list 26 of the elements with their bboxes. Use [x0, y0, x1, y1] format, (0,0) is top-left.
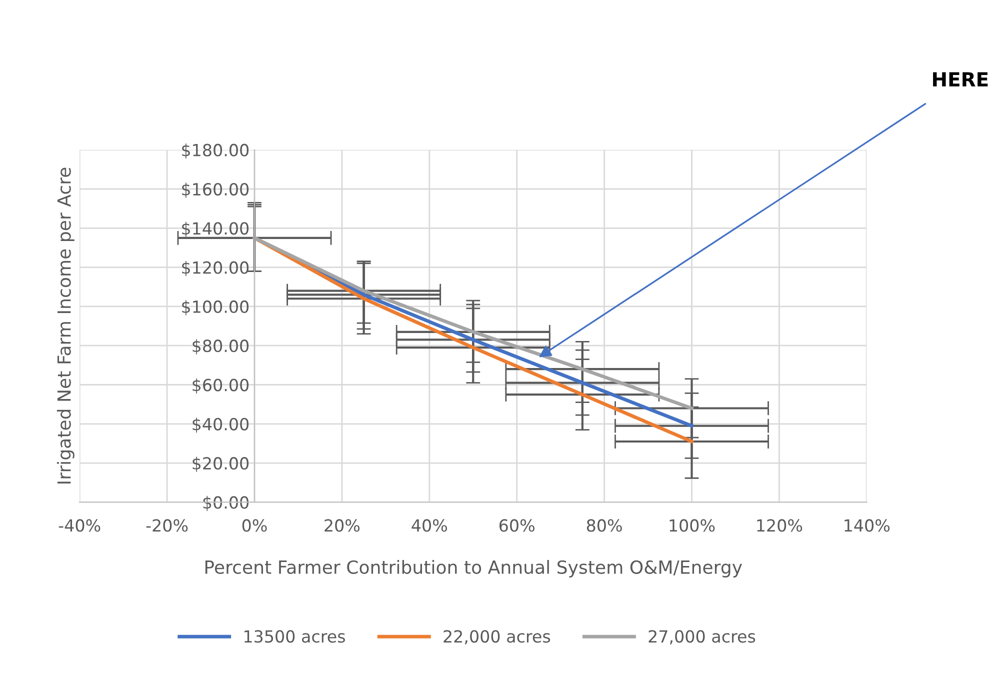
y-axis-title: Irrigated Net Farm Income per Acre: [56, 168, 74, 484]
x-tick-label: 20%: [324, 519, 360, 532]
x-tick-label: -20%: [146, 519, 188, 532]
x-tick-label: 80%: [586, 519, 622, 532]
legend-label: 27,000 acres: [648, 630, 756, 644]
x-tick-label: 0%: [242, 519, 267, 532]
x-tick-label: 100%: [670, 519, 715, 532]
y-tick-label: $40.00: [192, 418, 249, 433]
y-tick-label: $100.00: [182, 300, 249, 316]
annotation: HERE: [933, 72, 988, 86]
y-tick-label: $80.00: [192, 339, 249, 354]
x-tick-label: 140%: [844, 519, 890, 532]
x-tick-label: 40%: [412, 519, 447, 532]
legend-label: 13500 acres: [244, 630, 345, 643]
x-tick-label: 120%: [757, 519, 802, 532]
legend-label: 22,000 acres: [444, 630, 550, 644]
y-tick-label: $140.00: [182, 222, 249, 237]
x-tick-label: -40%: [58, 519, 100, 532]
x-tick-label: 60%: [499, 519, 534, 532]
y-tick-label: $20.00: [192, 456, 249, 472]
y-tick-label: $0.00: [203, 496, 249, 511]
y-tick-label: $160.00: [182, 182, 249, 198]
y-tick-label: $120.00: [182, 260, 249, 276]
x-axis-title: Percent Farmer Contribution to Annual System O&M/Energy: [205, 560, 742, 578]
y-tick-label: $60.00: [192, 378, 249, 394]
y-tick-label: $180.00: [182, 144, 249, 159]
